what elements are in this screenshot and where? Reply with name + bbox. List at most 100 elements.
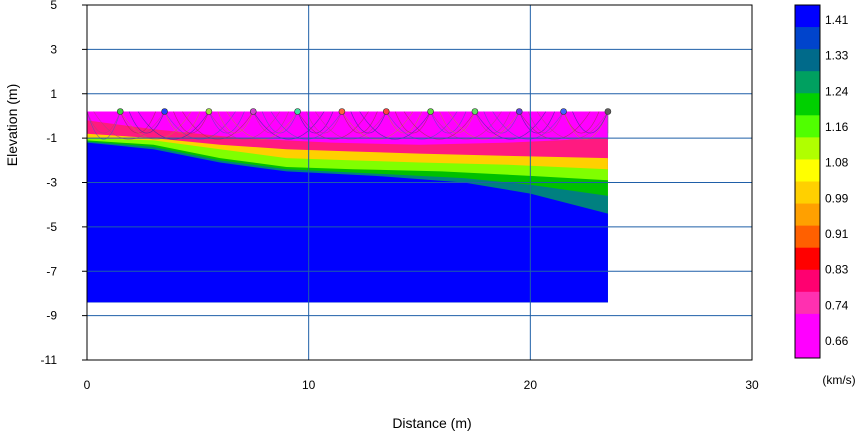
ray-path: [350, 111, 387, 134]
legend-frame: [794, 4, 821, 359]
ray-path: [385, 111, 422, 134]
ray-path: [430, 111, 502, 140]
source-marker: [604, 108, 612, 115]
ray-path: [474, 111, 547, 140]
source-marker: [161, 108, 168, 115]
ray-path: [119, 111, 156, 134]
legend-swatch: [795, 27, 820, 50]
legend-swatch: [795, 137, 820, 160]
legend-label: 0.74: [825, 298, 849, 312]
y-tick-label: 1: [50, 87, 57, 101]
legend-swatch: [795, 313, 820, 337]
y-tick-label: -11: [41, 353, 58, 367]
ray-path: [394, 111, 431, 134]
ray-path: [128, 111, 165, 134]
ray-path: [430, 111, 467, 134]
ray-path: [182, 111, 254, 140]
ray-path: [492, 111, 564, 140]
y-tick-label: -1: [46, 131, 57, 145]
y-tick-label: -7: [46, 264, 57, 278]
ray-path: [518, 111, 591, 140]
source-marker: [338, 108, 346, 115]
x-axis-title: Distance (m): [392, 415, 471, 431]
legend-label: 0.83: [825, 263, 849, 277]
ray-path: [226, 111, 298, 140]
legend-swatch: [795, 159, 820, 182]
legend-swatch: [795, 225, 820, 249]
legend-label: 1.24: [825, 84, 849, 98]
legend-swatch: [795, 203, 820, 227]
ray-path: [448, 111, 520, 140]
legend-swatch: [795, 93, 820, 116]
legend-label: 1.16: [825, 120, 849, 134]
ray-path: [483, 111, 520, 134]
ray-path: [208, 111, 245, 134]
x-tick-labels: 0 10 20 30: [84, 378, 759, 392]
x-tick-label: 0: [84, 378, 91, 392]
ray-paths: [86, 111, 609, 140]
ray-path: [119, 111, 192, 140]
ray-path: [297, 111, 334, 134]
ray-path: [261, 111, 298, 134]
ray-path: [572, 111, 609, 134]
y-tick-label: -9: [46, 309, 57, 323]
ray-path: [93, 111, 165, 140]
source-marker: [116, 108, 124, 115]
ray-path: [270, 111, 343, 140]
legend-swatch: [795, 5, 820, 28]
ray-path: [518, 111, 555, 134]
source-marker: [294, 108, 301, 115]
ray-path: [86, 111, 121, 134]
y-tick-label: 3: [50, 42, 57, 56]
legend-label: 1.41: [825, 13, 849, 27]
source-marker: [249, 108, 257, 115]
ray-path: [306, 111, 343, 134]
ray-path: [86, 111, 121, 140]
legend-swatch: [795, 335, 820, 359]
y-axis-title: Elevation (m): [4, 84, 20, 166]
ray-path: [217, 111, 254, 134]
ray-path: [252, 111, 325, 140]
ray-path: [164, 111, 201, 134]
velocity-layers: [87, 111, 608, 303]
legend-label: 1.08: [825, 156, 849, 170]
ray-path: [137, 111, 210, 140]
legend-swatch: [795, 181, 820, 205]
ray-path: [252, 111, 289, 134]
ray-path: [536, 111, 609, 140]
source-marker: [560, 108, 567, 115]
x-tick-label: 30: [745, 378, 759, 392]
ray-path: [341, 111, 378, 134]
source-marker: [427, 108, 434, 115]
legend-swatch: [795, 269, 820, 293]
legend-swatch: [795, 291, 820, 315]
source-marker: [471, 108, 479, 115]
ray-path: [385, 111, 458, 140]
source-markers: [116, 108, 612, 115]
ray-path: [297, 111, 369, 140]
plot-area: [86, 4, 753, 361]
ray-path: [474, 111, 511, 134]
ray-path: [341, 111, 414, 140]
legend-label: 0.91: [825, 227, 849, 241]
source-marker: [382, 108, 390, 115]
legend-swatch: [795, 49, 820, 72]
ray-path: [164, 111, 236, 140]
ray-path: [527, 111, 564, 134]
legend-swatch: [795, 247, 820, 271]
legend-label: 1.33: [825, 49, 849, 63]
y-tick-label: -5: [46, 220, 57, 234]
legend-unit: (km/s): [822, 373, 855, 387]
ray-path: [208, 111, 281, 140]
legend-swatch: [795, 71, 820, 94]
x-tick-label: 20: [524, 378, 538, 392]
legend-label: 0.99: [825, 191, 849, 205]
legend-label: 0.66: [825, 334, 849, 348]
legend-swatch: [795, 115, 820, 138]
ray-path: [403, 111, 476, 140]
color-legend: 1.41 1.33 1.24 1.16 1.08 0.99 0.91 0.83 0.74 0.66: [794, 4, 849, 359]
ray-path: [359, 111, 431, 140]
source-marker: [205, 108, 213, 115]
y-tick-label: 5: [50, 0, 57, 12]
